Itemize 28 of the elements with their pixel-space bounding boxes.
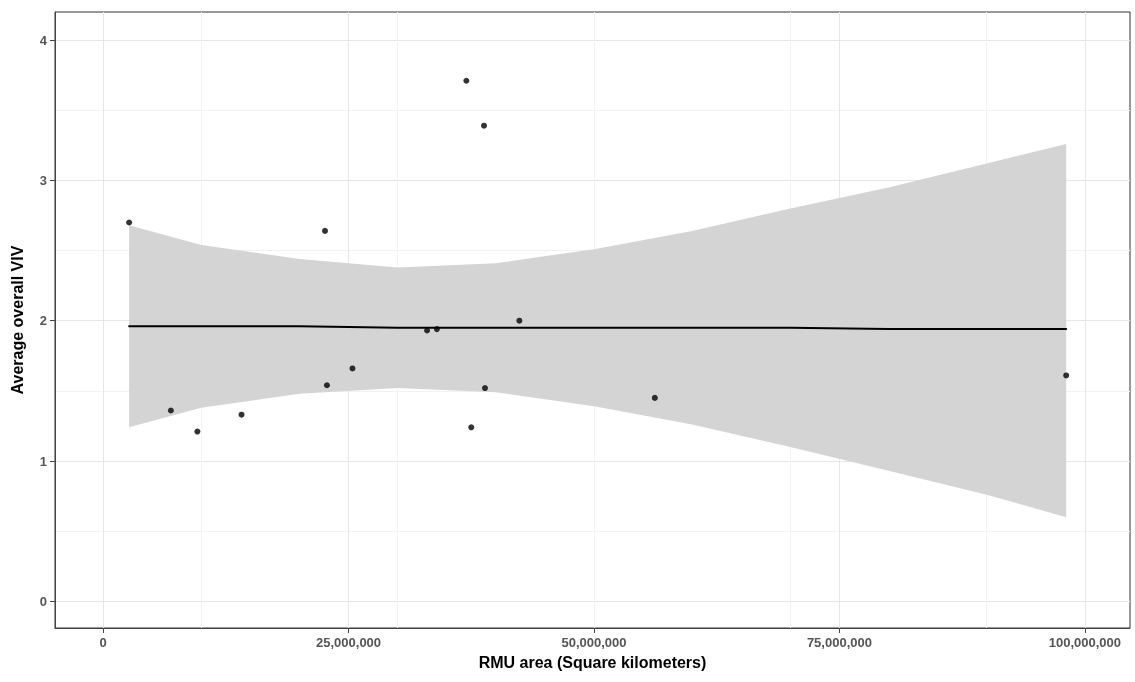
point [516, 317, 523, 324]
y-tick-label: 2 [39, 313, 47, 329]
point [424, 327, 431, 334]
point [468, 424, 475, 431]
point [323, 382, 330, 389]
point [651, 394, 658, 401]
point [463, 77, 470, 84]
y-tick-label: 0 [39, 593, 47, 609]
y-tick-label: 1 [39, 453, 47, 469]
point [167, 407, 174, 414]
x-tick-label: 0 [99, 635, 107, 650]
point [238, 411, 245, 418]
y-axis-title: Average overall VIV [8, 245, 26, 395]
x-tick-label: 25,000,000 [316, 635, 382, 650]
point [481, 122, 488, 129]
x-tick-label: 75,000,000 [806, 635, 872, 650]
y-tick-label: 3 [39, 172, 47, 188]
x-axis-title: RMU area (Square kilometers) [478, 653, 707, 671]
x-tick-label: 50,000,000 [561, 635, 627, 650]
x-tick-label: 100,000,000 [1048, 635, 1121, 650]
y-tick-label: 4 [39, 32, 48, 48]
point [349, 365, 356, 372]
point [1063, 372, 1070, 379]
point [482, 385, 488, 392]
point [194, 428, 201, 435]
point [433, 326, 440, 333]
point [126, 219, 133, 226]
point [321, 227, 328, 234]
